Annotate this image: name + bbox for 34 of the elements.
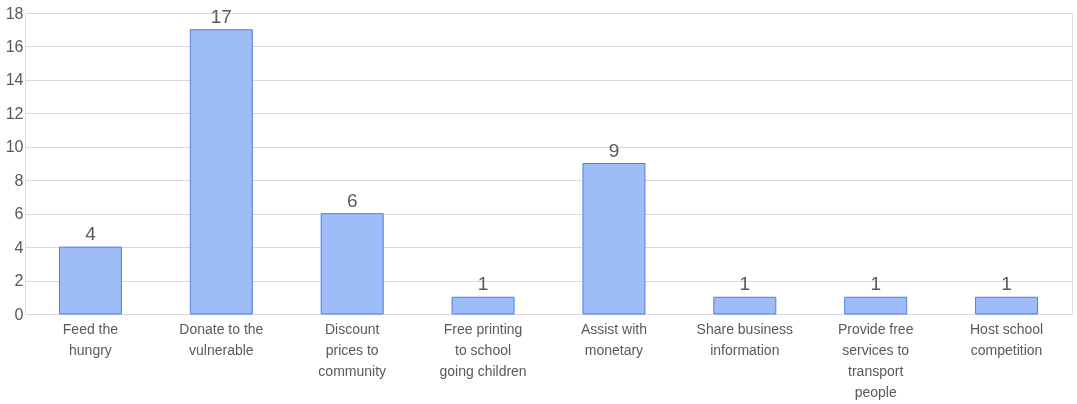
y-tick-label: 2 xyxy=(14,272,24,290)
x-tick-label: Discount prices to community xyxy=(318,320,387,379)
y-tick-label: 4 xyxy=(14,238,24,256)
y-tick-label: 6 xyxy=(14,205,24,223)
x-tick-label: Free printing to school going children xyxy=(439,320,527,379)
y-tick-label: 10 xyxy=(5,138,24,156)
bar xyxy=(320,213,384,315)
data-label: 17 xyxy=(210,5,232,27)
bar xyxy=(975,296,1039,315)
data-label: 9 xyxy=(608,139,620,161)
x-tick-label: Provide free services to transport people xyxy=(837,320,914,400)
bar xyxy=(713,296,777,315)
y-tick-label: 14 xyxy=(5,71,24,89)
data-label: 1 xyxy=(477,273,489,295)
y-tick-label: 18 xyxy=(5,4,24,22)
bar xyxy=(189,29,253,315)
y-tick-label: 16 xyxy=(5,37,24,55)
bar xyxy=(844,296,908,315)
bar xyxy=(58,246,122,315)
y-tick-label: 12 xyxy=(5,104,24,122)
x-tick-label: Donate to the vulnerable xyxy=(179,320,264,358)
data-label: 1 xyxy=(870,273,881,295)
bar xyxy=(582,163,646,315)
x-tick-label: Assist with monetary xyxy=(580,320,647,358)
data-label: 1 xyxy=(739,273,751,295)
bar xyxy=(451,296,515,315)
y-tick-label: 8 xyxy=(14,171,24,189)
x-tick-label: Feed the hungry xyxy=(62,320,119,358)
y-tick-label: 0 xyxy=(14,305,24,323)
data-label: 1 xyxy=(1001,273,1012,295)
data-label: 6 xyxy=(346,189,358,211)
data-label: 4 xyxy=(85,223,97,245)
x-tick-label: Share business information xyxy=(696,320,794,358)
x-tick-label: Host school competition xyxy=(969,320,1044,358)
